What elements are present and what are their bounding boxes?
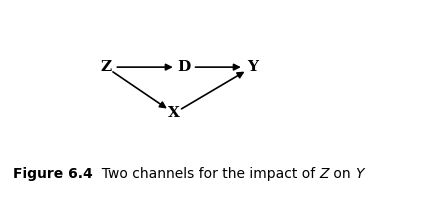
Text: D: D	[177, 60, 191, 74]
Text: Y: Y	[354, 167, 363, 181]
Text: Y: Y	[246, 60, 257, 74]
Text: Figure 6.4: Figure 6.4	[13, 167, 93, 181]
Text: Z: Z	[319, 167, 328, 181]
Text: X: X	[168, 106, 180, 120]
Text: Two channels for the impact of: Two channels for the impact of	[93, 167, 319, 181]
Text: on: on	[328, 167, 354, 181]
Text: Z: Z	[100, 60, 111, 74]
